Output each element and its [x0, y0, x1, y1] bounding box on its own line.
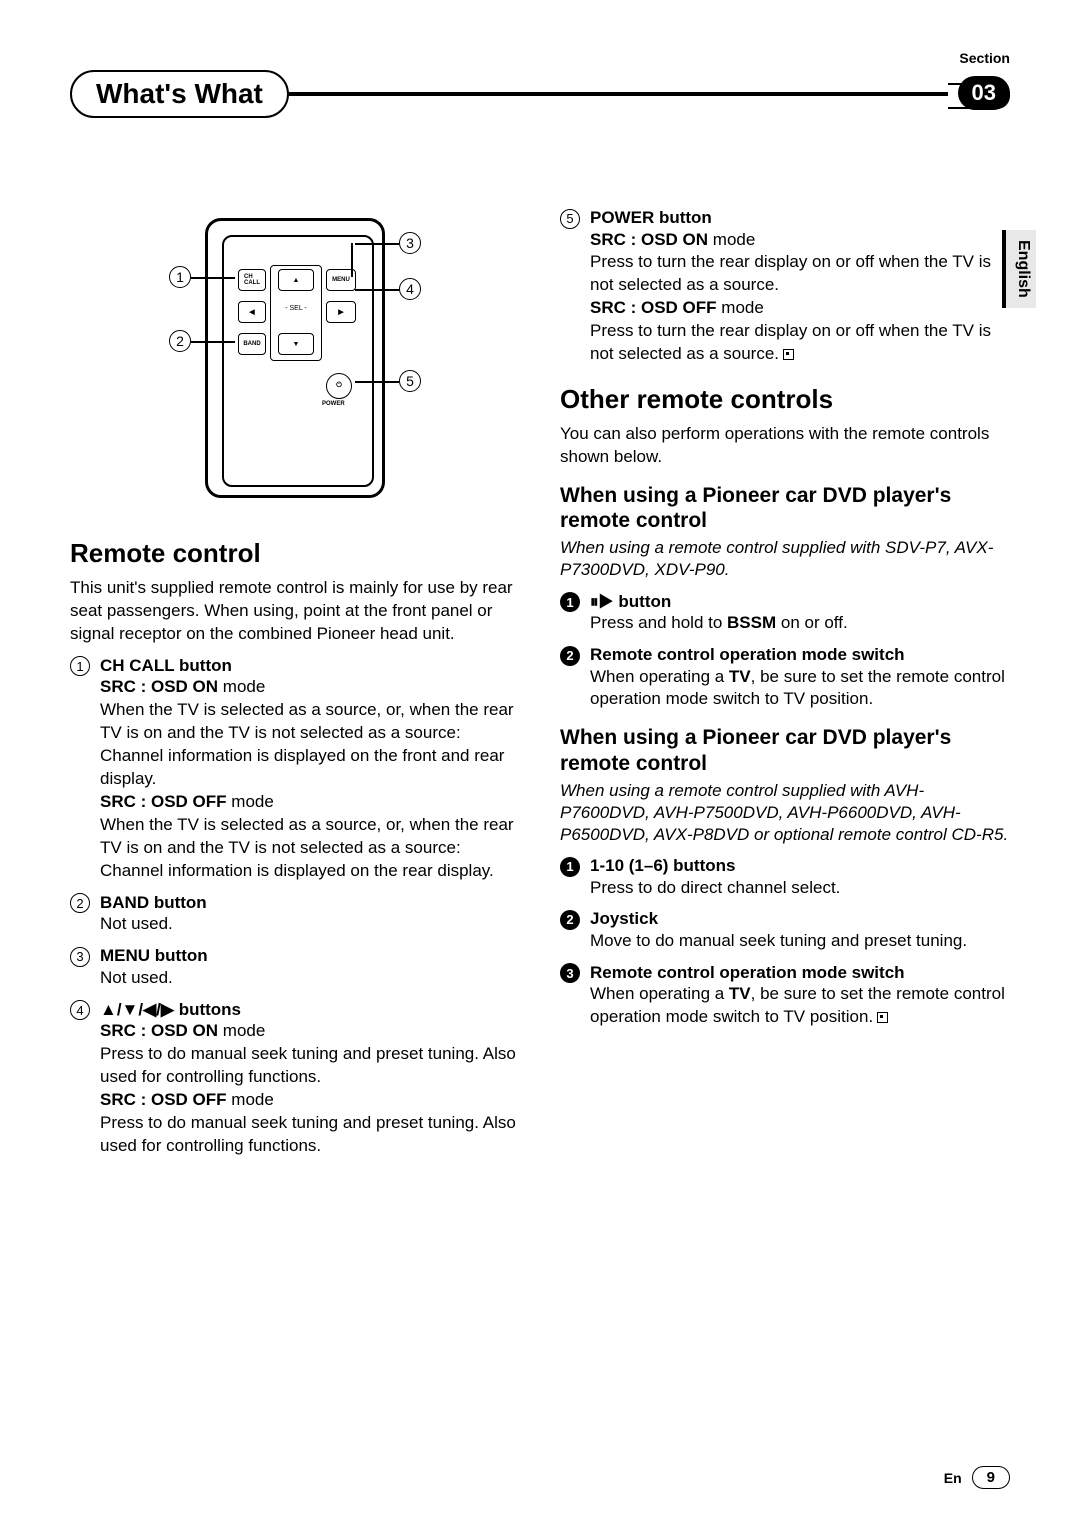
item-title: 1-10 (1–6) buttons	[590, 856, 735, 876]
callout-5: 5	[399, 370, 421, 392]
callout-4: 4	[399, 278, 421, 300]
item-body: When operating a TV, be sure to set the …	[590, 666, 1010, 712]
list-item: 1 CH CALL buttonSRC : OSD ON modeWhen the…	[70, 656, 520, 883]
callout-1: 1	[169, 266, 191, 288]
item-body: Not used.	[100, 967, 520, 990]
other-remotes-intro: You can also perform operations with the…	[560, 423, 1010, 469]
btn-band: BAND	[238, 333, 266, 355]
group1-italic: When using a remote control supplied wit…	[560, 537, 1010, 581]
item-number: 2	[560, 910, 580, 930]
callout-2: 2	[169, 330, 191, 352]
group2-italic: When using a remote control supplied wit…	[560, 780, 1010, 846]
item-body: Not used.	[100, 913, 520, 936]
item-number: 5	[560, 209, 580, 229]
item-number: 1	[70, 656, 90, 676]
group1-heading: When using a Pioneer car DVD player's re…	[560, 483, 1010, 533]
list-item: 1 ⏸▶ buttonPress and hold to BSSM on or o…	[560, 592, 1010, 635]
item-number: 2	[560, 646, 580, 666]
title-line	[289, 92, 1010, 96]
group2-heading: When using a Pioneer car DVD player's re…	[560, 725, 1010, 775]
item-title: Remote control operation mode switch	[590, 963, 905, 983]
list-item: 2 JoystickMove to do manual seek tuning a…	[560, 909, 1010, 952]
item-number: 4	[70, 1000, 90, 1020]
item-number: 3	[70, 947, 90, 967]
callout-3: 3	[399, 232, 421, 254]
list-item: 4 ▲/▼/◀/▶ buttonsSRC : OSD ON modePress t…	[70, 1000, 520, 1158]
btn-power-icon: ⏻	[326, 373, 352, 399]
right-column: 5 POWER buttonSRC : OSD ON modePress to t…	[560, 198, 1010, 1164]
list-item: 2 BAND buttonNot used.	[70, 893, 520, 936]
section-label: Section	[959, 50, 1010, 66]
other-remotes-heading: Other remote controls	[560, 384, 1010, 415]
list-item: 3 MENU buttonNot used.	[70, 946, 520, 989]
remote-control-intro: This unit's supplied remote control is m…	[70, 577, 520, 646]
item-number: 2	[70, 893, 90, 913]
item-body: Press and hold to BSSM on or off.	[590, 612, 1010, 635]
list-item: 5 POWER buttonSRC : OSD ON modePress to t…	[560, 208, 1010, 366]
item-body: Move to do manual seek tuning and preset…	[590, 930, 1010, 953]
item-title: CH CALL button	[100, 656, 232, 676]
list-item: 2 Remote control operation mode switchWhe…	[560, 645, 1010, 711]
item-title: ▲/▼/◀/▶ buttons	[100, 1000, 241, 1020]
item-number: 1	[560, 592, 580, 612]
sel-label: - SEL -	[278, 305, 314, 312]
item-number: 1	[560, 857, 580, 877]
footer-lang: En	[944, 1470, 962, 1486]
btn-down: ▼	[278, 333, 314, 355]
footer: En 9	[944, 1466, 1010, 1489]
item-title: POWER button	[590, 208, 712, 228]
item-body: Press to do direct channel select.	[590, 877, 1010, 900]
item-body: SRC : OSD ON modePress to do manual seek…	[100, 1020, 520, 1158]
remote-diagram: CHCALL ▲ MENU ◀ - SEL - ▶ BAND ▼ ⏻ POWER…	[165, 218, 425, 498]
title-row: What's What	[70, 70, 1010, 118]
list-item: 1 1-10 (1–6) buttonsPress to do direct ch…	[560, 856, 1010, 899]
remote-control-heading: Remote control	[70, 538, 520, 569]
btn-left: ◀	[238, 301, 266, 323]
item-title: BAND button	[100, 893, 207, 913]
item-body: SRC : OSD ON modePress to turn the rear …	[590, 229, 1010, 367]
left-column: CHCALL ▲ MENU ◀ - SEL - ▶ BAND ▼ ⏻ POWER…	[70, 198, 520, 1164]
btn-up: ▲	[278, 269, 314, 291]
page-number: 9	[972, 1466, 1010, 1489]
language-tab: English	[1002, 230, 1036, 308]
item-title: ⏸▶ button	[590, 592, 671, 612]
btn-chcall: CHCALL	[238, 269, 266, 291]
item-body: SRC : OSD ON modeWhen the TV is selected…	[100, 676, 520, 882]
item-body: When operating a TV, be sure to set the …	[590, 983, 1010, 1029]
page-title: What's What	[70, 70, 289, 118]
item-title: Joystick	[590, 909, 658, 929]
btn-right: ▶	[326, 301, 356, 323]
item-title: MENU button	[100, 946, 208, 966]
item-number: 3	[560, 963, 580, 983]
btn-power-label: POWER	[322, 401, 345, 407]
list-item: 3 Remote control operation mode switchWhe…	[560, 963, 1010, 1029]
chapter-number: 03	[958, 76, 1010, 110]
item-title: Remote control operation mode switch	[590, 645, 905, 665]
